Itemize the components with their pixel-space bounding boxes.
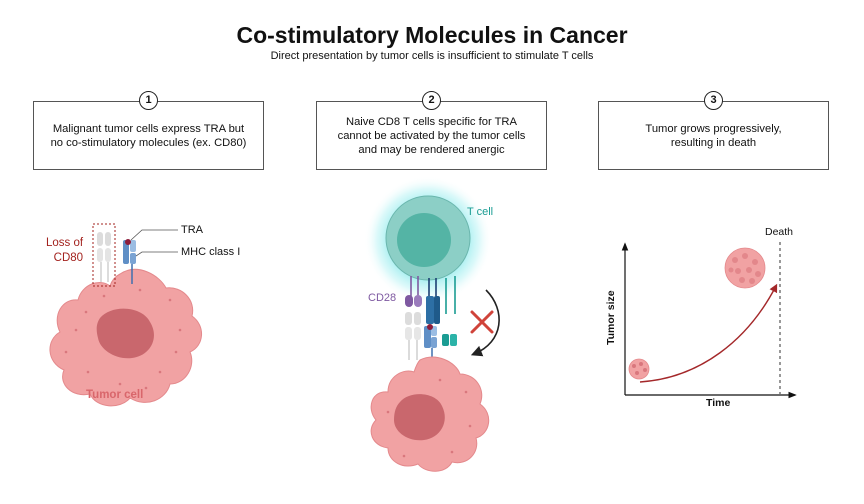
death-label: Death [765,226,794,238]
step-2-number: 2 [422,91,441,110]
step-3-box: Tumor grows progressively, resulting in … [598,101,829,170]
t-cell-receptors [410,276,456,314]
step-1-box: Malignant tumor cells express TRA but no… [33,101,264,170]
y-axis-label: Tumor size [605,290,617,345]
step-1-number: 1 [139,91,158,110]
anergy-arrow-icon [470,289,500,357]
no-activation-cross-icon [470,310,494,334]
mhc-class-i-receptor [123,239,136,284]
tra-label: TRA [181,224,203,236]
step-1-text: Malignant tumor cells express TRA but no… [50,122,247,149]
growth-curve [639,283,778,383]
t-cell [364,176,492,304]
cd28-label: CD28 [368,292,397,304]
mhc-on-tumor [424,324,437,362]
mhc-class-i-label: MHC class I [181,246,241,258]
growth-chart [621,242,797,399]
step-2-box: Naive CD8 T cells specific for TRA canno… [316,101,547,170]
loss-of-cd80-label: Loss of CD80 [46,237,84,264]
tumor-cell-label: Tumor cell [86,389,144,401]
lost-cd80-receptor [92,223,116,287]
cd8-receptor [442,334,457,346]
step-3-number: 3 [704,91,723,110]
page-title: Co-stimulatory Molecules in Cancer [236,22,628,48]
cd28-receptor [405,295,422,307]
tra-leader-line [130,229,178,241]
page-subtitle: Direct presentation by tumor cells is in… [270,50,594,62]
tcr-receptor [426,296,440,324]
tumor-cell-2 [370,356,490,472]
t-cell-label: T cell [467,206,494,218]
lost-cd80-tumor [405,312,421,360]
large-tumor-icon [724,247,766,289]
step-2-text: Naive CD8 T cells specific for TRA canno… [337,115,526,156]
x-axis-label: Time [706,397,731,409]
mhc-leader-line [135,251,178,257]
step-3-text: Tumor grows progressively, resulting in … [645,122,782,149]
tumor-cell-1 [49,268,202,407]
small-tumor-icon [628,358,650,380]
